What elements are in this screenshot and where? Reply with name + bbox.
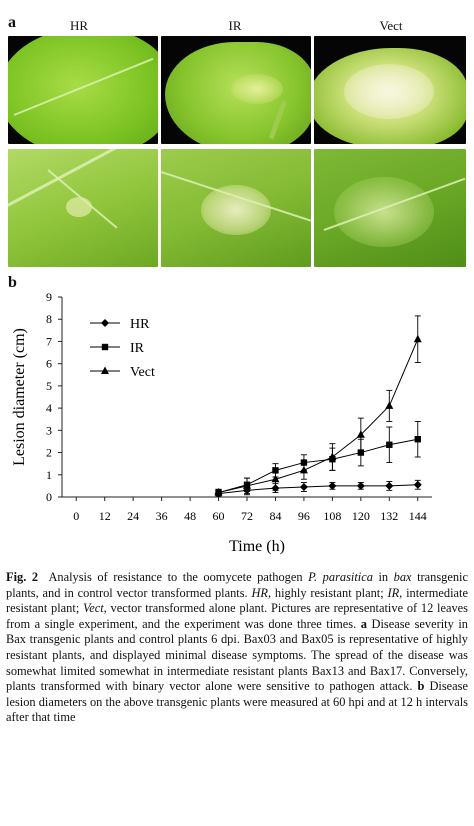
x-tick-label: 144 [409,509,427,523]
data-point-ir [414,436,421,443]
data-point-vect [271,474,280,483]
data-point-vect [214,488,223,496]
y-tick-label: 3 [46,423,52,437]
photo-vect-closeup [314,149,466,267]
y-tick-label: 1 [46,468,52,482]
caption-hr: HR [251,585,268,600]
chart-series [214,315,422,498]
x-tick-label: 132 [380,509,398,523]
y-tick-label: 6 [46,357,52,371]
x-axis-title: Time (h) [229,538,285,555]
x-tick-label: 36 [156,509,168,523]
data-point-hr [356,481,365,490]
photo-hr-leaf [8,36,158,144]
x-tick-label: 120 [352,509,370,523]
caption-pathogen: P. parasitica [308,570,373,584]
series-line-vect [218,339,419,494]
y-tick-label: 8 [46,312,52,326]
x-tick-label: 72 [241,509,253,523]
caption-a-label: a [360,616,367,631]
x-tick-label: 48 [184,509,196,523]
chart-legend: HR IR Vect [90,317,155,380]
y-tick-label: 7 [46,334,52,348]
data-point-vect [356,430,365,438]
data-point-vect [328,452,337,460]
y-tick-label: 0 [46,490,52,504]
caption-fig-label: Fig. 2 [6,570,39,584]
caption-text: transgenic plants, and in control vector… [6,570,468,600]
caption-ir: IR [387,585,400,600]
x-tick-label: 24 [127,509,139,523]
y-tick-label: 4 [46,401,52,415]
data-point-vect [413,334,422,343]
caption-b-label: b [417,679,425,694]
y-tick-label: 2 [46,446,52,460]
legend-label-vect: Vect [130,365,155,380]
y-axis-title: Lesion diameter (cm) [11,328,28,466]
column-label-vect: Vect [379,18,403,33]
data-point-hr [413,480,422,489]
figure-caption: Fig. 2 Analysis of resistance to the oom… [6,570,468,726]
y-tick-label: 9 [46,290,52,304]
photo-ir-leaf [161,36,311,144]
x-tick-label: 84 [269,509,281,523]
data-point-vect [385,401,394,409]
column-label-hr: HR [69,18,89,33]
legend-label-ir: IR [130,341,145,356]
legend-label-hr: HR [130,317,150,332]
x-tick-label: 0 [73,509,79,523]
data-point-vect [299,465,308,474]
data-point-vect [243,481,251,489]
data-point-hr [385,481,394,490]
caption-vect: Vect [83,601,104,616]
legend-marker-hr [101,319,109,327]
caption-text: Analysis of resistance to the oomycete p… [48,570,309,584]
legend-marker-vect [101,366,109,374]
caption-text: , highly resistant plant; [267,585,388,600]
caption-text: in [372,570,394,584]
caption-gene: bax [393,570,412,584]
y-tick-label: 5 [46,379,52,393]
data-point-hr [299,483,308,491]
data-point-hr [328,481,337,490]
data-point-ir [357,449,365,456]
series-line-hr [218,484,418,495]
panel-b-label: b [8,274,17,291]
photo-vect-leaf [314,36,466,144]
caption-text: , vector transformed alone plant. Pictur… [6,601,468,631]
series-vect [214,315,422,496]
series-line-ir [218,438,418,494]
x-tick-label: 12 [99,509,111,523]
x-tick-label: 96 [298,509,310,523]
photo-ir-closeup [161,149,311,267]
legend-marker-ir [101,343,109,351]
x-tick-label: 108 [323,509,341,523]
photo-hr-closeup [8,149,158,267]
column-label-ir: IR [228,18,242,33]
panel-a-label: a [8,14,16,31]
caption-text: Disease lesion diameters on the above tr… [6,679,468,725]
caption-text: Disease severity in Bax transgenic plant… [6,616,468,694]
data-point-ir [386,441,393,448]
caption-text: , intermediate resistant plant; [6,585,468,616]
x-tick-label: 60 [213,509,225,523]
